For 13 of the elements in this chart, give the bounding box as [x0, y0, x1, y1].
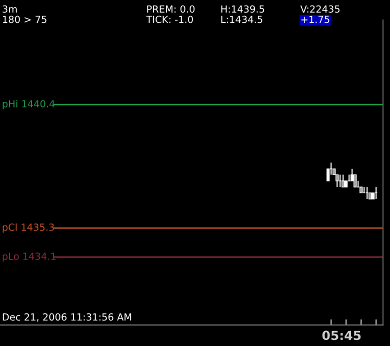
text: 05:45 — [322, 330, 361, 340]
text: H:1439.5 — [221, 5, 264, 13]
text: Dec 21, 2006 11:31:56 AM — [2, 313, 132, 322]
text: PREM: 0.0 — [147, 5, 195, 13]
ref-line-label: pLo 1434.1 — [2, 252, 56, 262]
text: +1.75 — [301, 16, 330, 24]
text: V:22435 — [300, 5, 340, 13]
ref-line-label: pHi 1440.4 — [2, 100, 55, 110]
ref-line-label: pCl 1435.3 — [2, 223, 54, 233]
text: 3m — [2, 5, 17, 13]
text: L:1434.5 — [221, 16, 262, 24]
text: TICK: -1.0 — [146, 16, 193, 24]
text: 180 > 75 — [3, 16, 46, 24]
